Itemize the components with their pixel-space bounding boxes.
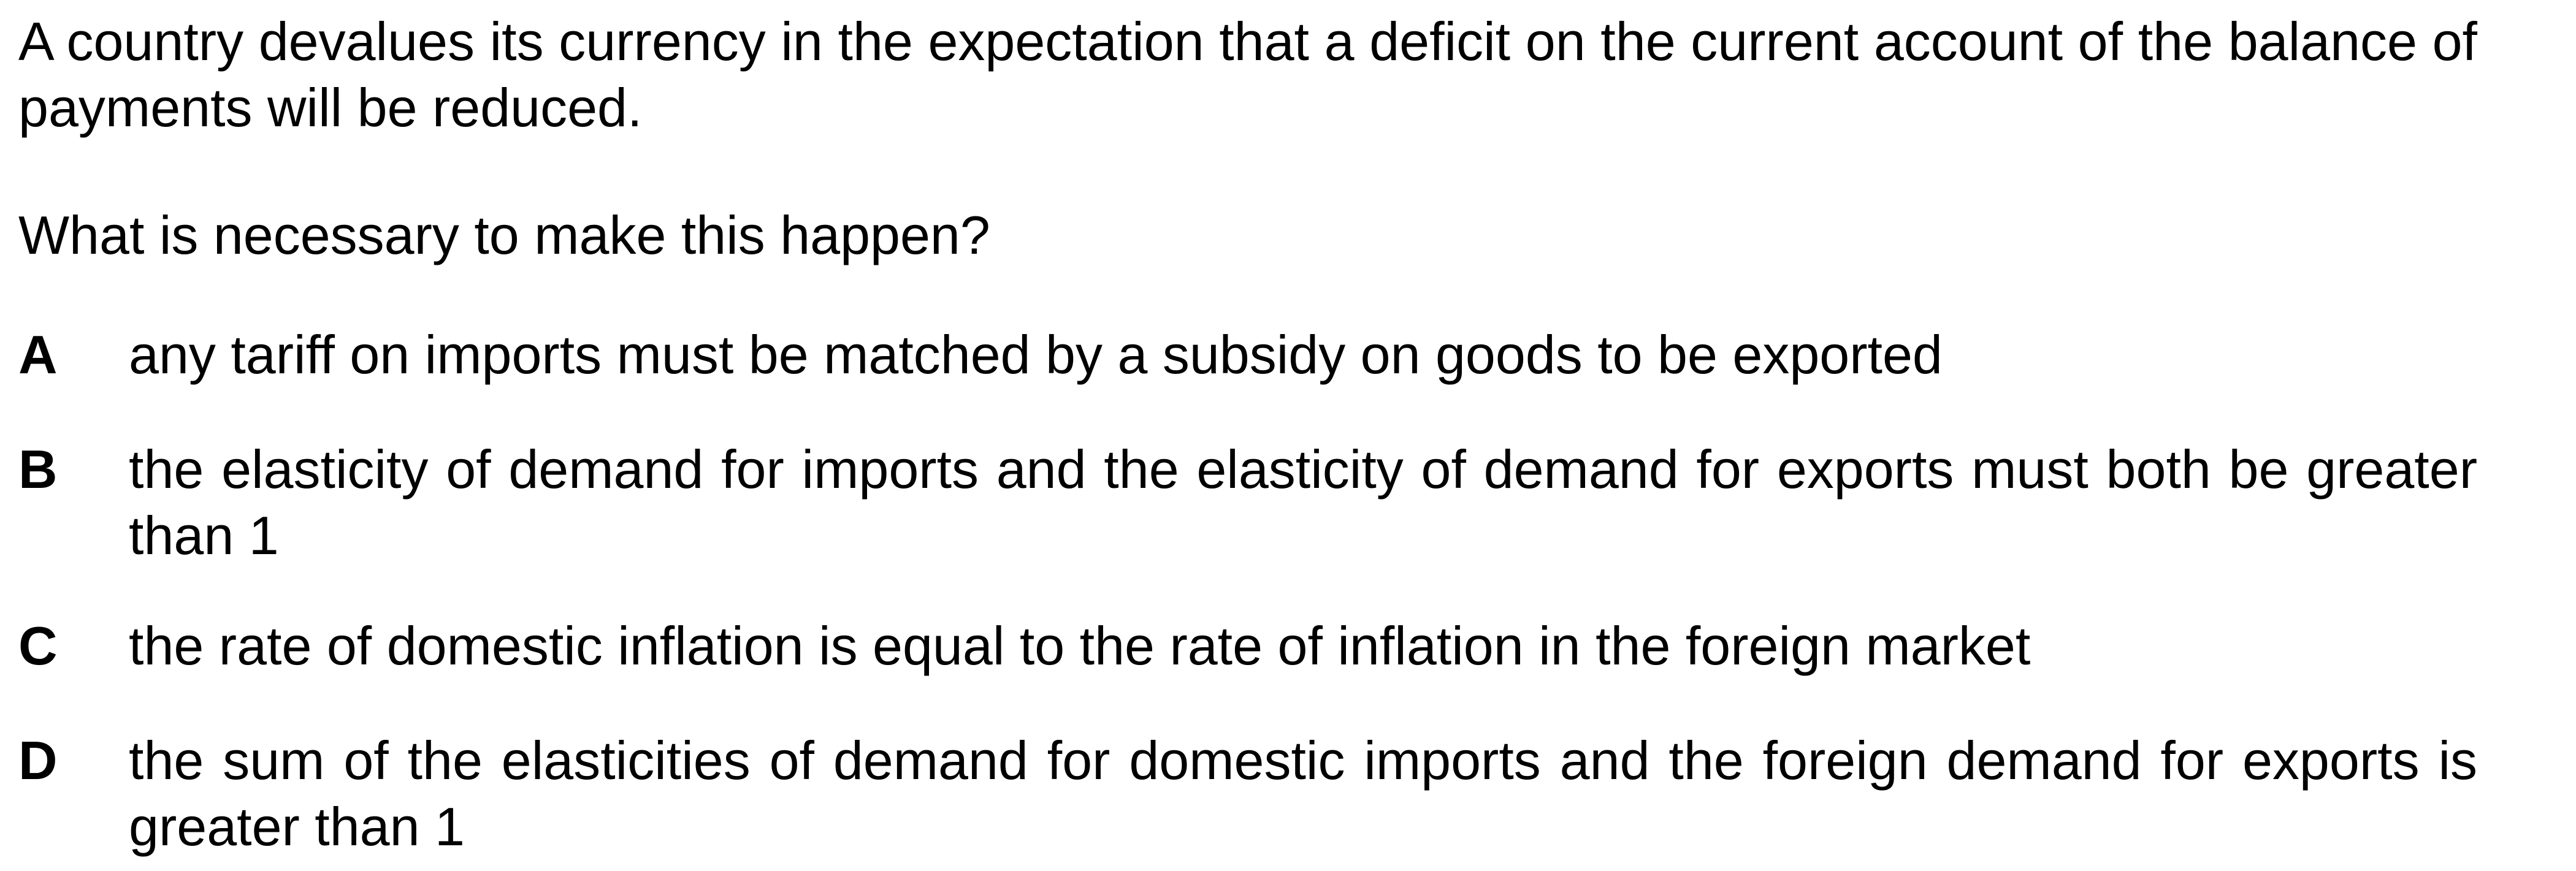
option-d-text: the sum of the elasticities of demand fo… [129, 730, 2477, 857]
question-prompt: What is necessary to make this happen? [18, 205, 990, 265]
option-a-text: any tariff on imports must be matched by… [129, 324, 1943, 385]
option-d-letter: D [18, 730, 58, 791]
option-c-letter: C [18, 615, 58, 676]
option-c-text: the rate of domestic inflation is equal … [129, 615, 2031, 676]
option-d: D the sum of the elasticities of demand … [18, 728, 2477, 860]
option-b-text: the elasticity of demand for imports and… [129, 439, 2477, 566]
option-a: A any tariff on imports must be matched … [18, 322, 2477, 388]
option-b: B the elasticity of demand for imports a… [18, 436, 2477, 569]
question-stem: A country devalues its currency in the e… [18, 11, 2477, 138]
question-page: A country devalues its currency in the e… [18, 0, 2477, 871]
option-b-letter: B [18, 439, 58, 500]
option-a-letter: A [18, 324, 58, 385]
option-c: C the rate of domestic inflation is equa… [18, 613, 2477, 679]
